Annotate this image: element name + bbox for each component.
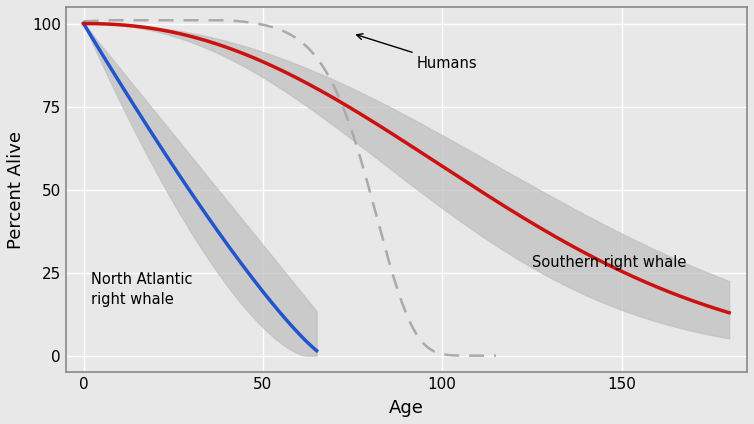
X-axis label: Age: Age [389, 399, 424, 417]
Text: North Atlantic
right whale: North Atlantic right whale [90, 272, 192, 307]
Text: Southern right whale: Southern right whale [532, 255, 686, 270]
Y-axis label: Percent Alive: Percent Alive [7, 131, 25, 248]
Text: Humans: Humans [357, 34, 478, 71]
